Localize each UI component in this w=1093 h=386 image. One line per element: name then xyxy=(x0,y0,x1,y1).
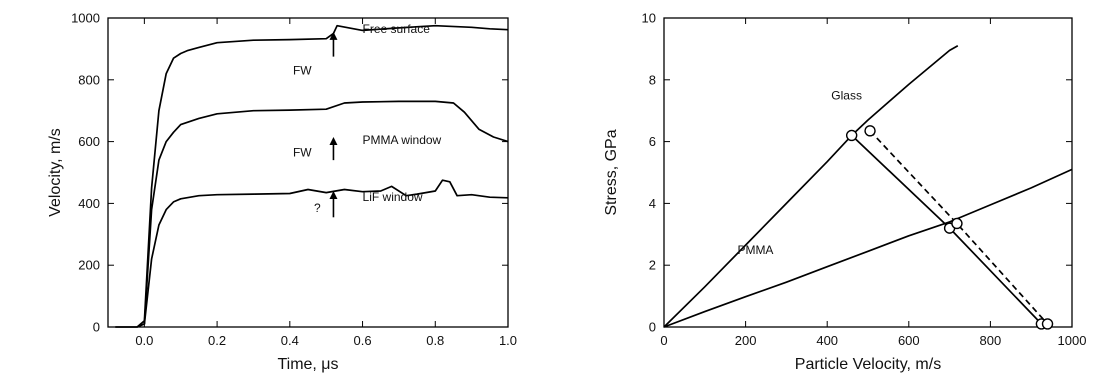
x-tick-label: 0 xyxy=(660,333,667,348)
data-point-marker xyxy=(1041,318,1054,330)
y-tick-label: 4 xyxy=(649,196,656,211)
series-line-release-dashed xyxy=(869,130,1049,325)
annotation-label: Glass xyxy=(831,88,862,102)
plot-frame xyxy=(663,17,1073,328)
data-point-marker xyxy=(864,125,876,137)
annotation-label: Free surface xyxy=(363,22,431,36)
y-tick-label: 800 xyxy=(78,72,100,87)
x-axis-label: Time, μs xyxy=(277,356,338,373)
series-line-glass xyxy=(663,45,959,328)
x-tick-label: 200 xyxy=(735,333,757,348)
velocity-time-chart: 0.0 0.2 0.4 0.6 0.8 1.0 0 200 400 600 800 1000 Time,… xyxy=(47,11,517,374)
x-tick-label: 0.4 xyxy=(281,333,299,348)
y-tick-label: 10 xyxy=(642,11,656,26)
annotation-label: PMMA window xyxy=(363,133,442,147)
annotation-arrow-head xyxy=(329,136,338,145)
series-line-free-surface xyxy=(115,24,509,328)
annotation-label: FW xyxy=(293,64,312,78)
y-tick-label: 1000 xyxy=(71,11,100,26)
data-point-marker xyxy=(845,129,858,142)
x-tick-label: 400 xyxy=(816,333,838,348)
y-tick-label: 400 xyxy=(78,196,100,211)
x-tick-label: 0.0 xyxy=(135,333,153,348)
x-axis-label: Particle Velocity, m/s xyxy=(795,356,941,373)
x-tick-label: 800 xyxy=(980,333,1002,348)
y-axis-label: Velocity, m/s xyxy=(47,128,64,217)
y-tick-label: 8 xyxy=(649,72,656,87)
plot-frame xyxy=(107,17,509,328)
y-tick-label: 200 xyxy=(78,258,100,273)
x-tick-label: 600 xyxy=(898,333,920,348)
series-line-lif-window xyxy=(136,179,509,328)
y-tick-label: 2 xyxy=(649,258,656,273)
y-axis-label: Stress, GPa xyxy=(603,129,620,215)
series-line-pmma-window xyxy=(136,100,509,328)
y-tick-label: 600 xyxy=(78,134,100,149)
annotation-label: PMMA xyxy=(737,243,773,257)
annotation-label: ? xyxy=(314,201,321,215)
y-tick-label: 6 xyxy=(649,134,656,149)
x-tick-label: 1.0 xyxy=(499,333,517,348)
y-tick-label: 0 xyxy=(93,320,100,335)
annotation-arrow-head xyxy=(329,31,338,40)
annotation-label: LiF window xyxy=(363,190,423,204)
y-tick-label: 0 xyxy=(649,320,656,335)
x-tick-label: 1000 xyxy=(1058,333,1087,348)
series-line-pmma xyxy=(663,168,1073,328)
x-tick-label: 0.6 xyxy=(354,333,372,348)
stress-particle-velocity-chart: 0 200 400 600 800 1000 0 2 4 6 8 10 Particle Velocit… xyxy=(603,11,1086,374)
annotation-arrow-head xyxy=(329,191,338,200)
data-point-marker xyxy=(951,217,963,230)
x-tick-label: 0.8 xyxy=(426,333,444,348)
annotation-label: FW xyxy=(293,145,312,159)
x-tick-label: 0.2 xyxy=(208,333,226,348)
